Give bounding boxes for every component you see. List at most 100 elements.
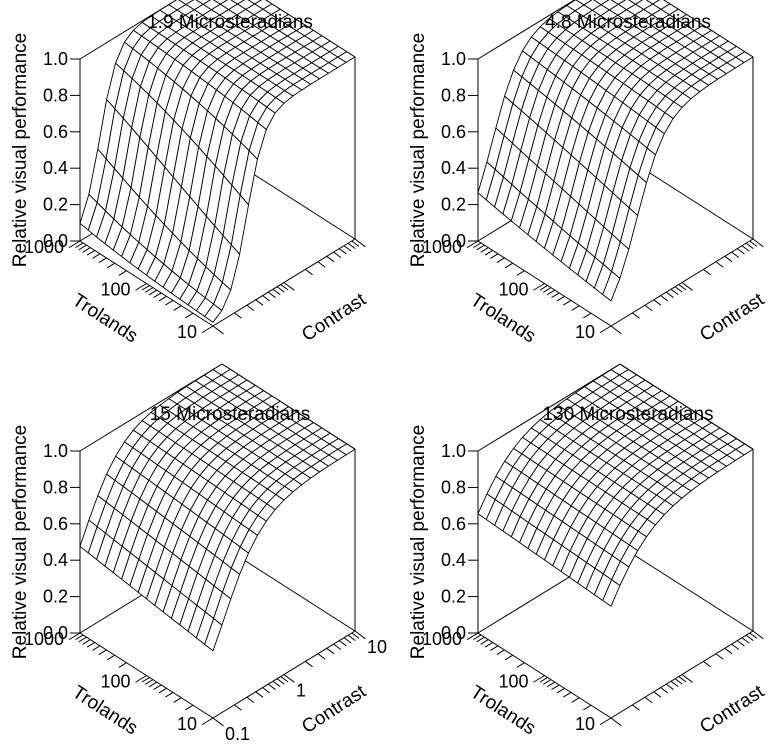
contrast-minor-tick <box>272 680 281 688</box>
contrast-major-tick <box>752 630 764 640</box>
trolands-minor-tick <box>86 250 96 256</box>
trolands-minor-tick <box>106 262 116 269</box>
trolands-minor-tick <box>148 681 158 688</box>
contrast-minor-tick <box>731 251 740 258</box>
z-tick-label: 0.0 <box>441 231 466 251</box>
contrast-major-tick <box>752 238 764 248</box>
surface-cell <box>204 618 223 652</box>
trolands-tick-label: 1000 <box>24 629 64 649</box>
contrast-minor-tick <box>660 687 669 694</box>
trolands-minor-tick <box>539 677 548 683</box>
contrast-axis <box>610 630 764 727</box>
contrast-minor-tick <box>333 251 342 258</box>
trolands-major-tick <box>201 325 214 334</box>
contrast-minor-tick <box>715 653 724 660</box>
trolands-minor-tick <box>145 287 154 293</box>
trolands-major-tick <box>466 240 479 249</box>
trolands-minor-tick <box>173 305 182 311</box>
contrast-minor-tick <box>674 286 683 293</box>
contrast-axis <box>212 238 366 335</box>
trolands-tick-label: 100 <box>498 280 528 300</box>
contrast-minor-tick <box>255 691 264 698</box>
trolands-major-tick <box>533 283 545 291</box>
z-tick-label: 0.2 <box>43 587 68 607</box>
trolands-minor-tick <box>546 681 556 688</box>
trolands-minor-tick <box>476 244 485 251</box>
trolands-minor-tick <box>543 679 552 685</box>
contrast-major-tick <box>354 238 366 248</box>
trolands-tick-label: 100 <box>100 280 130 300</box>
contrast-minor-tick <box>736 248 745 255</box>
chart-panel-3: 0.0 0.2 0.4 0.6 0.8 1.0 Relative visual perfor… <box>10 363 387 744</box>
contrast-axis-label: Contrast <box>696 681 768 738</box>
trolands-minor-tick <box>539 285 548 291</box>
trolands-minor-tick <box>141 677 150 683</box>
trolands-minor-tick <box>82 639 91 645</box>
trolands-minor-tick <box>484 250 494 256</box>
surface-mesh <box>79 0 356 323</box>
z-tick-label: 0.6 <box>43 514 68 534</box>
trolands-minor-tick <box>583 312 592 319</box>
trolands-tick-label: 100 <box>498 672 528 692</box>
z-tick-label: 1.0 <box>43 441 68 461</box>
trolands-minor-tick <box>118 270 127 276</box>
contrast-minor-tick <box>736 640 745 647</box>
trolands-minor-tick <box>165 299 174 306</box>
trolands-minor-tick <box>78 636 87 643</box>
contrast-major-tick <box>681 674 693 683</box>
surface-mesh <box>477 363 754 607</box>
trolands-minor-tick <box>516 270 525 276</box>
trolands-major-tick <box>201 717 214 726</box>
z-tick-label: 0.2 <box>441 587 466 607</box>
contrast-minor-tick <box>749 240 758 247</box>
box-floor-right <box>619 545 754 632</box>
trolands-minor-tick <box>98 649 107 656</box>
contrast-minor-tick <box>234 704 242 711</box>
contrast-axis <box>212 630 366 727</box>
z-tick-label: 0.0 <box>43 623 68 643</box>
contrast-axis-label: Contrast <box>298 681 370 738</box>
contrast-minor-tick <box>351 632 360 639</box>
trolands-minor-tick <box>504 262 514 269</box>
trolands-major-tick <box>599 717 612 726</box>
z-tick-label: 0.8 <box>441 85 466 105</box>
contrast-minor-tick <box>653 299 662 306</box>
z-tick-label: 0.6 <box>441 122 466 142</box>
trolands-tick-label: 10 <box>177 322 197 342</box>
trolands-major-tick <box>135 283 147 291</box>
trolands-axis <box>68 240 214 334</box>
trolands-minor-tick <box>546 289 556 296</box>
surface-cell <box>602 579 621 607</box>
trolands-axis <box>466 240 612 334</box>
z-tick-label: 0.0 <box>441 623 466 643</box>
trolands-major-tick <box>68 632 81 641</box>
contrast-minor-tick <box>665 291 674 298</box>
contrast-minor-tick <box>644 304 653 312</box>
contrast-axis-label: Contrast <box>696 289 768 346</box>
trolands-minor-tick <box>556 295 565 302</box>
contrast-major-tick <box>283 282 295 291</box>
trolands-minor-tick <box>473 634 482 641</box>
chart-panel-2: 0.0 0.2 0.4 0.6 0.8 1.0 Relative visual perfor… <box>408 0 769 347</box>
contrast-major-tick <box>283 674 295 683</box>
trolands-minor-tick <box>571 697 580 703</box>
contrast-minor-tick <box>703 269 711 276</box>
contrast-minor-tick <box>347 242 356 250</box>
trolands-minor-tick <box>504 654 514 661</box>
contrast-minor-tick <box>267 683 276 690</box>
trolands-minor-tick <box>118 662 127 668</box>
trolands-minor-tick <box>86 642 96 648</box>
contrast-minor-tick <box>644 696 653 704</box>
contrast-minor-tick <box>670 680 679 688</box>
z-tick-label: 0.4 <box>441 550 466 570</box>
contrast-minor-tick <box>724 647 733 655</box>
contrast-minor-tick <box>731 643 740 650</box>
z-axis: 0.0 0.2 0.4 0.6 0.8 1.0 Relative visual perfor… <box>10 425 80 659</box>
trolands-minor-tick <box>82 247 91 253</box>
chart-title: 1.9 Microsteradians <box>147 12 313 33</box>
chart-title: 4.8 Microsteradians <box>545 12 711 33</box>
trolands-minor-tick <box>141 285 150 291</box>
contrast-axis-label: Contrast <box>298 289 370 346</box>
trolands-tick-label: 1000 <box>422 237 462 257</box>
contrast-tick-label: 10 <box>367 637 387 657</box>
